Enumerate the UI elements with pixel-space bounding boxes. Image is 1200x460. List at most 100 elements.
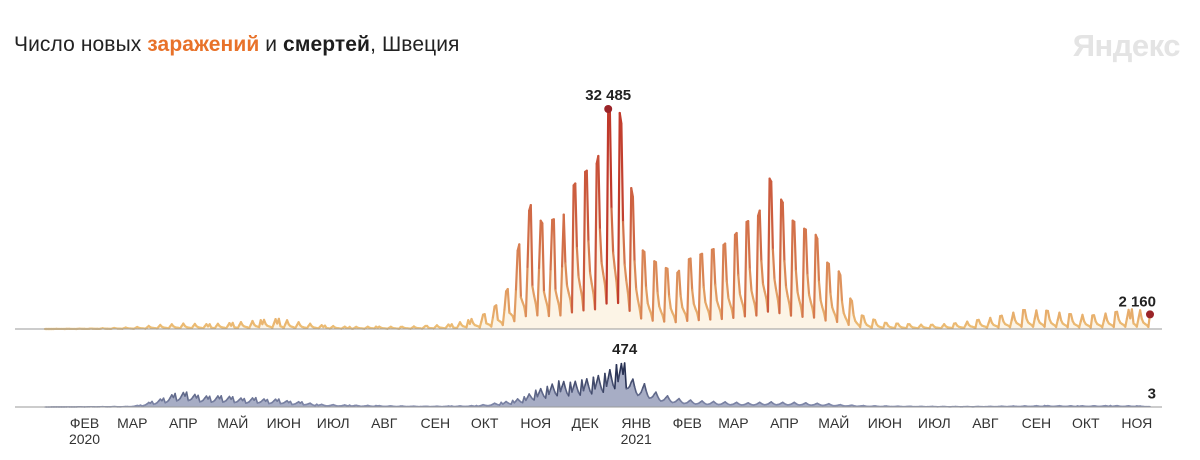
x-tick-label: СЕН [1022,415,1052,431]
deaths-segment [220,395,224,403]
infections-segment [974,319,979,330]
infections-segment [585,169,590,243]
infections-segment [668,295,672,310]
infections-segment [547,268,552,318]
infections-segment [570,184,575,314]
infections-segment [735,231,740,277]
infections-segment [656,291,661,308]
yandex-logo: Яндекс [1072,28,1181,63]
infections-segment [663,266,667,323]
infections-segment [532,294,537,305]
infections-segment [587,240,592,274]
infections-segment [531,285,536,297]
infections-segment [612,251,616,270]
infections-segment [725,280,730,300]
infections-segment [997,315,1002,329]
infections-segment [597,154,602,231]
infections-segment [577,275,582,288]
infections-segment [761,282,766,293]
infections-segment [610,207,615,254]
infections-segment [590,282,595,295]
deaths-area [45,363,1150,407]
infections-segment [783,260,788,288]
infections-segment [503,290,508,311]
infections-segment [839,274,844,303]
infections-segment [737,274,742,296]
infections-segment [1101,319,1105,329]
infections-segment [827,262,832,295]
deaths-segment [643,382,647,392]
infections-segment [643,250,648,289]
infections-segment [859,314,863,329]
infections-segment [613,266,618,283]
infections-segment [625,279,630,295]
infections-segment [556,296,560,306]
infections-segment [1035,309,1040,320]
infections-segment [640,249,644,320]
infections-marker [1146,310,1154,319]
x-tick-label: ФЕВ [673,415,702,431]
deaths-segment [197,394,201,403]
infections-segment [628,187,633,312]
infections-segment [775,289,779,301]
infections-area [45,109,1150,329]
chart-title: Число новых заражений и смертей, Швеция [14,33,460,57]
infections-segment [1008,319,1013,329]
deaths-segment [597,374,601,384]
infections-segment [702,286,707,304]
infections-segment [714,283,718,302]
x-tick-label: СЕН [421,415,451,431]
infections-segment [598,228,603,265]
x-tick-label: АВГ [371,415,398,431]
infections-segment [490,316,495,328]
infections-segment [574,182,579,250]
infections-segment [824,261,829,322]
infections-segment [513,288,518,323]
infections-segment [514,249,519,291]
infections-segment [870,318,875,329]
infections-segment [495,304,499,321]
deaths-series [44,362,1151,408]
infections-segment [480,313,485,323]
infections-segment [579,285,583,297]
infections-segment [1020,308,1025,328]
deaths-segment [557,380,562,393]
infections-segment [806,273,811,296]
deaths-segment [571,385,575,393]
infections-segment [541,222,546,293]
infections-segment [766,177,771,313]
infections-segment [773,278,778,292]
deaths-segment [609,368,613,379]
x-tick-label: ДЕК [572,415,600,431]
deaths-segment [623,362,628,390]
infections-segment [804,228,809,276]
infections-segment [483,313,488,325]
infections-segment [554,289,559,299]
deaths-segment [562,380,567,389]
infections-segment [770,180,774,251]
infections-segment [724,242,728,283]
infections-segment [840,300,845,315]
infections-segment [755,214,760,317]
infections-segment [829,292,834,309]
infections-segment [812,233,817,319]
infections-segment [1066,313,1071,329]
deaths-annotation-label: 3 [1148,386,1156,403]
deaths-segment [208,395,213,403]
deaths-segment [564,387,568,395]
infections-segment [575,246,580,278]
infections-annotation-label: 2 160 [1118,293,1156,310]
infections-segment [644,286,649,305]
deaths-segment [632,378,636,388]
infections-segment [542,290,547,301]
infections-segment [1112,310,1117,329]
infections-segment [747,220,751,271]
infections-segment [679,294,684,309]
x-tick-year-label: 2020 [69,431,100,447]
infections-segment [616,111,621,305]
infections-segment [793,220,798,272]
infections-segment [700,252,705,289]
infections-segment [621,220,626,266]
infections-series [43,107,1152,331]
infections-segment [666,267,671,298]
